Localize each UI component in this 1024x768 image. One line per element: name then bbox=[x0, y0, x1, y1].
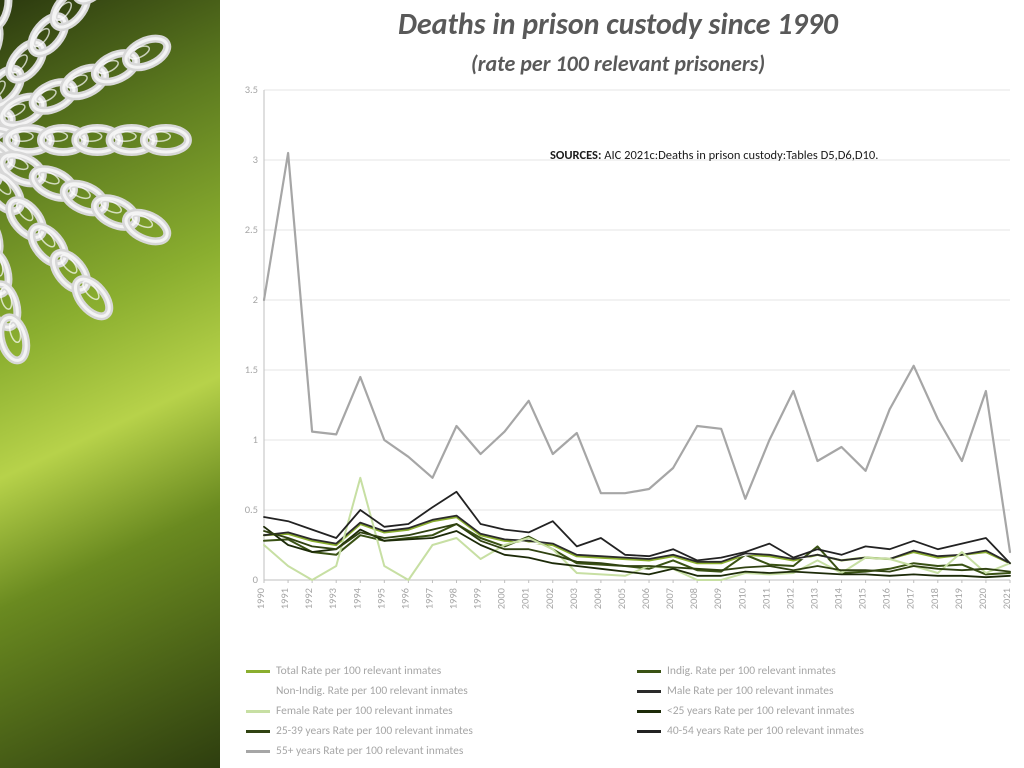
svg-text:2004: 2004 bbox=[591, 587, 604, 609]
legend-item: 40-54 years Rate per 100 relevant inmate… bbox=[637, 724, 1020, 738]
svg-text:2009: 2009 bbox=[711, 588, 724, 609]
legend-item: 55+ years Rate per 100 relevant inmates bbox=[246, 744, 629, 758]
svg-text:1996: 1996 bbox=[398, 588, 411, 609]
svg-text:2017: 2017 bbox=[904, 588, 917, 609]
svg-text:2006: 2006 bbox=[639, 588, 652, 609]
series-line bbox=[264, 153, 1010, 552]
legend-swatch bbox=[246, 670, 270, 673]
legend-label: 55+ years Rate per 100 relevant inmates bbox=[276, 744, 463, 758]
sources-caption: SOURCES: AIC 2021c:Deaths in prison cust… bbox=[550, 148, 878, 163]
svg-text:1993: 1993 bbox=[326, 588, 339, 609]
svg-text:2002: 2002 bbox=[543, 588, 556, 609]
svg-text:2005: 2005 bbox=[615, 588, 628, 609]
legend-swatch bbox=[246, 710, 270, 713]
sources-label: SOURCES: bbox=[550, 148, 601, 163]
svg-text:2007: 2007 bbox=[663, 588, 676, 609]
svg-text:2000: 2000 bbox=[495, 587, 508, 609]
svg-text:2019: 2019 bbox=[952, 588, 965, 609]
svg-text:1990: 1990 bbox=[254, 587, 267, 609]
legend-label: Male Rate per 100 relevant inmates bbox=[667, 684, 833, 698]
svg-text:3: 3 bbox=[253, 153, 258, 166]
legend-swatch bbox=[637, 730, 661, 733]
svg-text:1991: 1991 bbox=[278, 588, 291, 609]
line-chart: 0 0.5 1 1.5 2 2.5 3 3.5 1990 1991 1992 1993 1994 1995… bbox=[220, 84, 1020, 640]
svg-text:1994: 1994 bbox=[350, 587, 363, 609]
legend-swatch bbox=[246, 690, 270, 693]
svg-text:2003: 2003 bbox=[567, 588, 580, 609]
svg-text:1997: 1997 bbox=[422, 588, 435, 609]
svg-text:0.5: 0.5 bbox=[245, 503, 258, 516]
svg-text:1.5: 1.5 bbox=[245, 363, 258, 376]
svg-text:2: 2 bbox=[253, 293, 258, 306]
legend-swatch bbox=[637, 710, 661, 713]
svg-text:2011: 2011 bbox=[759, 588, 772, 609]
legend-item: Indig. Rate per 100 relevant inmates bbox=[637, 664, 1020, 678]
svg-text:2016: 2016 bbox=[880, 588, 893, 609]
legend-label: Total Rate per 100 relevant inmates bbox=[276, 664, 441, 678]
legend-item: Female Rate per 100 relevant inmates bbox=[246, 704, 629, 718]
svg-text:2008: 2008 bbox=[687, 588, 700, 609]
chain-svg bbox=[0, 0, 220, 480]
legend-item: Non-Indig. Rate per 100 relevant inmates bbox=[246, 684, 629, 698]
svg-text:1: 1 bbox=[253, 433, 258, 446]
svg-text:2001: 2001 bbox=[519, 588, 532, 609]
legend-label: Indig. Rate per 100 relevant inmates bbox=[667, 664, 836, 678]
svg-text:2021: 2021 bbox=[1000, 588, 1013, 609]
svg-text:2013: 2013 bbox=[807, 588, 820, 609]
legend-item: Total Rate per 100 relevant inmates bbox=[246, 664, 629, 678]
legend-item: 25-39 years Rate per 100 relevant inmate… bbox=[246, 724, 629, 738]
legend-label: 25-39 years Rate per 100 relevant inmate… bbox=[276, 724, 473, 738]
legend-item: <25 years Rate per 100 relevant inmates bbox=[637, 704, 1020, 718]
svg-text:2010: 2010 bbox=[735, 587, 748, 609]
svg-text:2012: 2012 bbox=[783, 588, 796, 609]
legend-swatch bbox=[246, 750, 270, 753]
chain-starburst-graphic bbox=[0, 0, 220, 480]
page-root: Deaths in prison custody since 1990 (rat… bbox=[0, 0, 1024, 768]
left-decorative-panel bbox=[0, 0, 220, 768]
chart-legend: Total Rate per 100 relevant inmates Indig… bbox=[246, 664, 1020, 758]
page-subtitle: (rate per 100 relevant prisoners) bbox=[220, 50, 1016, 77]
legend-swatch bbox=[246, 730, 270, 733]
legend-label: Female Rate per 100 relevant inmates bbox=[276, 704, 453, 718]
legend-item: Male Rate per 100 relevant inmates bbox=[637, 684, 1020, 698]
legend-swatch bbox=[637, 670, 661, 673]
page-title: Deaths in prison custody since 1990 bbox=[220, 6, 1016, 43]
svg-text:2014: 2014 bbox=[832, 587, 845, 609]
svg-text:3.5: 3.5 bbox=[245, 84, 258, 96]
svg-text:2.5: 2.5 bbox=[245, 223, 258, 236]
legend-label: 40-54 years Rate per 100 relevant inmate… bbox=[667, 724, 864, 738]
legend-label: Non-Indig. Rate per 100 relevant inmates bbox=[276, 684, 468, 698]
svg-text:0: 0 bbox=[253, 573, 259, 586]
legend-swatch bbox=[637, 690, 661, 693]
svg-text:2015: 2015 bbox=[856, 588, 869, 609]
series-line bbox=[264, 524, 1010, 572]
legend-label: <25 years Rate per 100 relevant inmates bbox=[667, 704, 854, 718]
svg-text:1992: 1992 bbox=[302, 588, 315, 609]
svg-text:1998: 1998 bbox=[447, 588, 460, 609]
svg-text:2020: 2020 bbox=[976, 587, 989, 609]
svg-text:1995: 1995 bbox=[374, 588, 387, 609]
svg-text:1999: 1999 bbox=[471, 588, 484, 609]
svg-text:2018: 2018 bbox=[928, 588, 941, 609]
chart-area: 0 0.5 1 1.5 2 2.5 3 3.5 1990 1991 1992 1993 1994 1995… bbox=[220, 84, 1020, 634]
sources-text: AIC 2021c:Deaths in prison custody:Table… bbox=[601, 148, 878, 163]
